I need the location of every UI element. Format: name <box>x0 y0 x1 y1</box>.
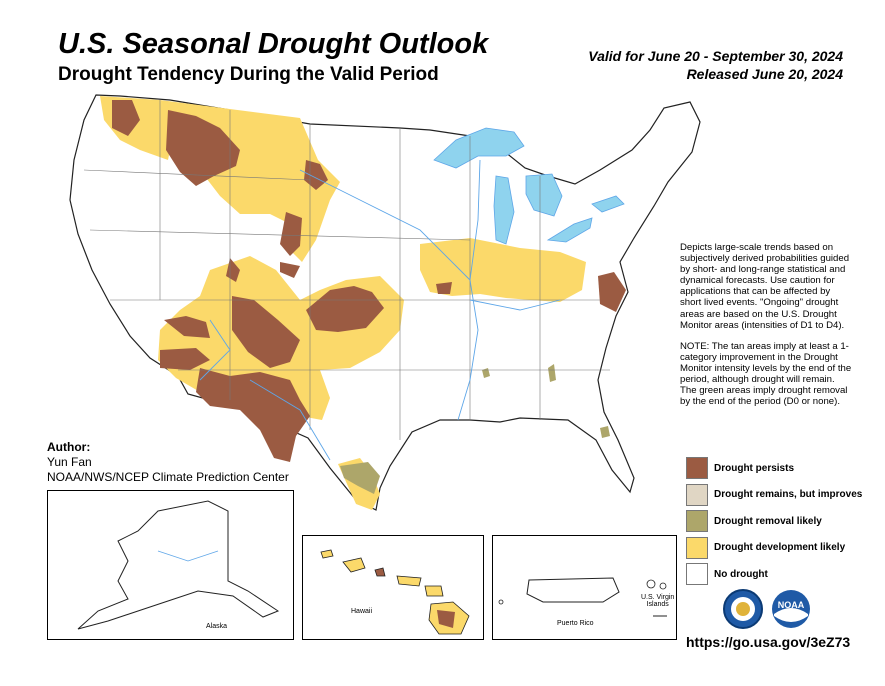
legend-swatch <box>686 457 708 480</box>
lake-michigan <box>493 175 515 245</box>
page-subtitle: Drought Tendency During the Valid Period <box>58 64 439 85</box>
alaska-inset: Alaska <box>47 490 294 640</box>
noaa-logo-icon: NOAA <box>772 590 810 628</box>
legend-item-drought-improves: Drought remains, but improves <box>686 482 876 509</box>
valid-period: Valid for June 20 - September 30, 2024 <box>588 48 843 64</box>
alaska-label: Alaska <box>206 623 228 630</box>
virgin-islands-label: U.S. Virgin Islands <box>641 594 674 608</box>
drought-persists-areas <box>112 100 626 462</box>
release-date: Released June 20, 2024 <box>686 66 843 82</box>
puerto-rico-inset: Puerto Rico U.S. Virgin Islands <box>492 535 677 640</box>
legend-swatch <box>686 483 708 506</box>
hawaii-inset: Hawaii <box>302 535 484 640</box>
virgin-islands-label-line2: Islands <box>646 601 669 608</box>
legend-label: Drought development likely <box>714 542 846 554</box>
legend-label: No drought <box>714 568 768 580</box>
legend-label: Drought persists <box>714 462 795 474</box>
description-paragraph: Depicts large-scale trends based on subj… <box>680 242 850 331</box>
legend-item-drought-development: Drought development likely <box>686 535 876 562</box>
puerto-rico-map <box>498 577 667 617</box>
legend-label: Drought remains, but improves <box>714 489 863 501</box>
noaa-logo-text: NOAA <box>778 600 805 610</box>
legend-item-no-drought: No drought <box>686 561 876 588</box>
alaska-map <box>77 500 280 630</box>
legend-item-drought-persists: Drought persists <box>686 455 876 482</box>
state-boundaries <box>83 100 610 440</box>
author-org: NOAA/NWS/NCEP Climate Prediction Center <box>47 470 289 484</box>
legend-swatch <box>686 536 708 559</box>
puerto-rico-label: Puerto Rico <box>557 620 594 627</box>
legend-swatch <box>686 510 708 533</box>
description-note: NOTE: The tan areas imply at least a 1-c… <box>680 340 852 408</box>
legend-label: Drought removal likely <box>714 515 822 527</box>
legend-swatch <box>686 563 708 586</box>
lake-huron <box>525 173 563 217</box>
lake-erie <box>546 217 593 243</box>
legend-item-drought-removal: Drought removal likely <box>686 508 876 535</box>
lake-ontario <box>591 195 625 213</box>
outlook-description: Depicts large-scale trends based on subj… <box>680 242 852 417</box>
rivers <box>199 159 561 461</box>
author-label: Author: <box>47 440 91 454</box>
lake-superior <box>433 127 525 169</box>
hawaii-map <box>320 549 470 635</box>
drought-removal-areas <box>340 364 610 494</box>
doc-seal-icon <box>723 589 763 629</box>
hawaii-label: Hawaii <box>351 608 373 615</box>
legend: Drought persists Drought remains, but im… <box>686 455 876 588</box>
virgin-islands-label-line1: U.S. Virgin <box>641 594 675 601</box>
outlook-url[interactable]: https://go.usa.gov/3eZ73 <box>686 634 851 650</box>
author-block: Author: Yun Fan NOAA/NWS/NCEP Climate Pr… <box>47 440 289 485</box>
author-name: Yun Fan <box>47 455 92 469</box>
page-title: U.S. Seasonal Drought Outlook <box>58 28 489 60</box>
